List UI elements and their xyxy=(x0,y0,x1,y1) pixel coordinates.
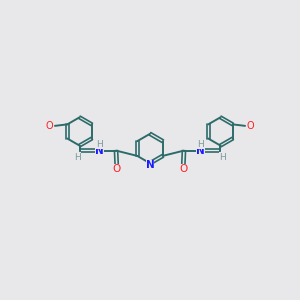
Text: N: N xyxy=(95,146,103,156)
Text: N: N xyxy=(196,146,205,156)
Text: H: H xyxy=(97,140,103,148)
Text: H: H xyxy=(74,153,81,162)
Text: O: O xyxy=(247,121,254,131)
Text: O: O xyxy=(179,164,188,174)
Text: H: H xyxy=(197,140,203,148)
Text: O: O xyxy=(112,164,121,174)
Text: O: O xyxy=(46,121,53,131)
Text: N: N xyxy=(146,160,154,170)
Text: H: H xyxy=(219,153,226,162)
